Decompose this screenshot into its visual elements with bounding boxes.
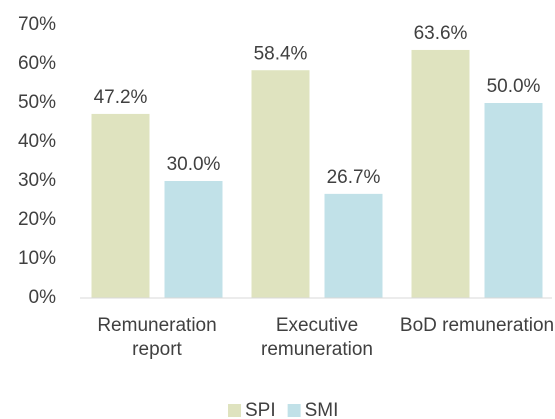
bar bbox=[484, 103, 543, 298]
y-tick-label: 30% bbox=[18, 170, 56, 191]
y-tick-label: 0% bbox=[29, 287, 57, 308]
x-tick-label: Remuneration report bbox=[97, 315, 217, 360]
legend-swatch bbox=[287, 404, 301, 417]
bar bbox=[251, 70, 310, 299]
value-label: 50.0% bbox=[487, 76, 541, 97]
x-tick-label: Executive remuneration bbox=[261, 315, 373, 360]
value-label: 58.4% bbox=[254, 43, 308, 64]
x-tick-label: BoD remuneration bbox=[399, 315, 555, 336]
bar bbox=[91, 113, 150, 298]
value-label: 47.2% bbox=[94, 87, 148, 108]
y-tick-label: 50% bbox=[18, 92, 56, 113]
y-tick-label: 40% bbox=[18, 131, 56, 152]
y-tick-label: 60% bbox=[18, 53, 56, 74]
y-tick-label: 20% bbox=[18, 209, 56, 230]
legend-swatch bbox=[228, 404, 241, 417]
y-tick-label: 10% bbox=[18, 248, 56, 269]
bar bbox=[164, 181, 223, 298]
bar bbox=[411, 49, 470, 299]
value-label: 30.0% bbox=[167, 154, 221, 175]
y-tick-label: 70% bbox=[18, 14, 56, 35]
value-label: 26.7% bbox=[327, 167, 381, 188]
legend-label: SMI bbox=[305, 400, 339, 419]
value-label: 63.6% bbox=[414, 23, 468, 44]
bar bbox=[324, 193, 383, 298]
legend-label: SPI bbox=[245, 400, 276, 419]
